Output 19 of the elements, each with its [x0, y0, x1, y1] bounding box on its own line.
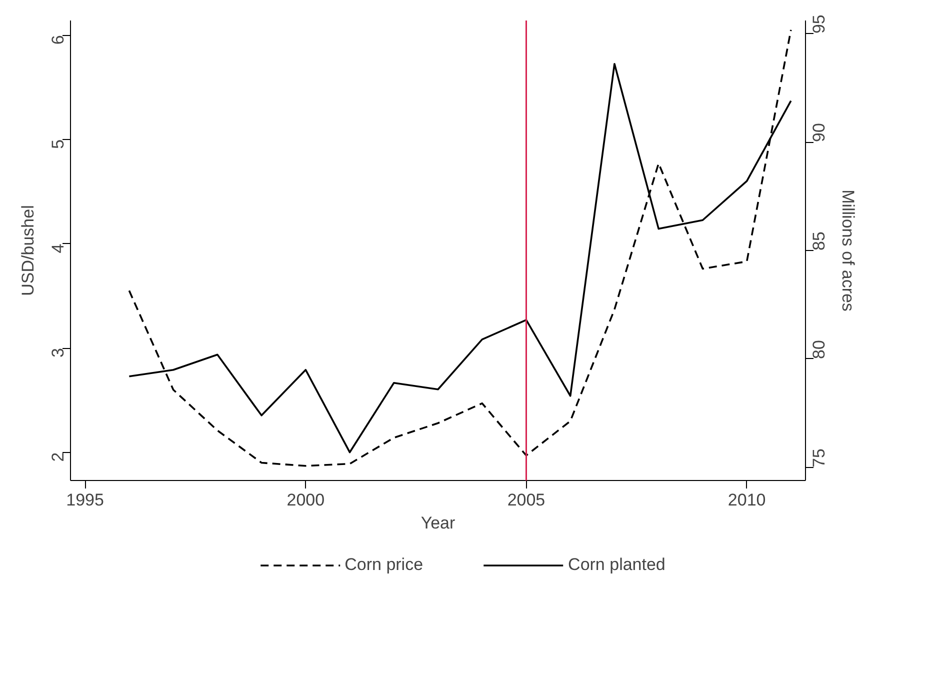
x-tick-label: 2000: [286, 490, 325, 510]
x-axis-title: Year: [420, 514, 456, 532]
y2-tick-label: 75: [810, 448, 828, 468]
y-tick-label: 5: [48, 139, 68, 149]
y2-tick-label: 80: [810, 340, 828, 359]
y-tick-label: 2: [48, 452, 68, 462]
x-tick-label: 2010: [728, 490, 766, 510]
legend-label: Corn planted: [568, 555, 666, 575]
y-tick-label: 6: [48, 35, 68, 45]
x-tick-label: 2005: [507, 490, 546, 510]
y2-axis-title: Millions of acres: [838, 190, 858, 312]
y2-tick-label: 95: [810, 14, 828, 34]
y-axis-title: USD/bushel: [18, 205, 38, 296]
y-tick-label: 4: [48, 244, 68, 254]
y2-tick-label: 85: [810, 232, 828, 250]
y2-tick-label: 90: [810, 123, 828, 142]
legend-label: Corn price: [344, 555, 424, 575]
y-tick-label: 3: [48, 348, 68, 358]
x-tick-label: 1995: [66, 490, 104, 510]
